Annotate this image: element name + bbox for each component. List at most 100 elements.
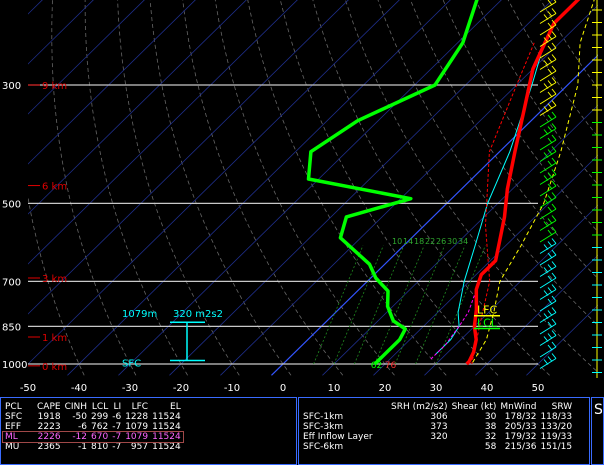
height-label: 6 km [42, 182, 67, 193]
table-cell: 178/32 [504, 412, 537, 422]
mixing-ratio-label: 14 [403, 237, 413, 246]
dry-adiabat [28, 195, 85, 376]
table-cell: ML [5, 432, 18, 442]
dewpoint-trace [306, 0, 479, 366]
wind-barb [539, 353, 557, 369]
table-cell: 320 [430, 432, 448, 442]
table-cell: 2226 [37, 432, 61, 442]
table-row-selected[interactable]: ML 2226 -12 670 -7 1079 11524 [2, 431, 184, 443]
table-cell: 30 [484, 412, 497, 422]
dry-adiabat [377, 0, 598, 326]
table-cell: -12 [72, 432, 88, 442]
wind-barb [539, 341, 557, 358]
header-el: EL [170, 402, 181, 412]
isotherm [28, 0, 247, 215]
indices-header-row: PCL CAPE CINH LCL LI LFC EL [3, 402, 183, 412]
temperature-tick-label: -40 [71, 383, 87, 394]
table-cell: -7 [112, 422, 122, 432]
wind-barb [539, 134, 557, 151]
table-cell: 11524 [152, 412, 181, 422]
wind-barb [539, 77, 557, 93]
wind-barb [539, 203, 557, 220]
dry-adiabat [51, 0, 137, 376]
table-cell: -1 [78, 442, 88, 452]
isotherm [28, 0, 349, 315]
height-label: 3 km [42, 274, 67, 285]
temperature-tick-label: 50 [532, 383, 545, 394]
wind-barbs [539, 0, 602, 378]
dry-adiabat [214, 0, 395, 376]
table-cell: SFC-6km [303, 442, 344, 452]
dry-adiabat [475, 0, 598, 186]
kinematics-panel: SRH (m2/s2) Shear (kt) MnWind SRW SFC-1k… [298, 397, 590, 465]
table-cell: -50 [72, 412, 88, 422]
inflow-bottom-label: SFC [122, 358, 141, 369]
mixing-ratio-line [333, 245, 384, 365]
table-cell: 670 [91, 432, 109, 442]
table-cell: 1918 [37, 412, 61, 422]
mixing-ratio-line [374, 245, 425, 365]
isotherm [424, 204, 598, 376]
kinematics-table: SRH (m2/s2) Shear (kt) MnWind SRW SFC-1k… [301, 402, 574, 452]
header-pcl: PCL [5, 402, 22, 412]
virtual-temp-trace [471, 42, 535, 365]
isotherm [475, 254, 598, 376]
table-cell: 1079 [125, 422, 149, 432]
dry-adiabat [345, 0, 598, 373]
table-cell: -7 [112, 432, 122, 442]
header-srw: SRW [551, 402, 573, 412]
pressure-tick-label: 850 [2, 322, 21, 333]
temperature-tick-label: 20 [379, 383, 392, 394]
height-label: 1 km [42, 333, 67, 344]
table-cell: SFC [5, 412, 23, 422]
inflow-top-label: 1079m [122, 309, 157, 320]
table-cell: SFC-1km [303, 412, 344, 422]
wind-barb [539, 226, 557, 243]
table-row: SFC-6km 58 215/36 151/15 [301, 442, 574, 452]
wind-barb [539, 330, 557, 346]
table-cell: 373 [430, 422, 448, 432]
wind-barb [539, 54, 557, 70]
table-cell: 38 [484, 422, 497, 432]
table-cell: 11524 [152, 442, 181, 452]
wind-barb [539, 0, 557, 13]
edge-panel: S [591, 397, 604, 465]
table-cell: 215/36 [504, 442, 537, 452]
isotherm [28, 0, 400, 365]
table-row: SFC 1918 -50 299 -6 1228 11524 [3, 412, 183, 422]
dry-adiabats [28, 0, 598, 376]
isotherm [28, 0, 298, 265]
parcel-indices-panel: PCL CAPE CINH LCL LI LFC EL SFC 1918 -50… [0, 397, 297, 465]
table-row: SFC-1km 306 30 178/32 118/33 [301, 412, 574, 422]
wind-barb [539, 157, 557, 174]
lcl-label: LCL [477, 317, 498, 330]
wind-barb [539, 88, 557, 105]
table-cell: 957 [130, 442, 149, 452]
temperature-tick-label: -30 [122, 383, 138, 394]
wind-barb [539, 42, 557, 59]
temperature-tick-label: -20 [173, 383, 189, 394]
dry-adiabat [84, 0, 188, 376]
edge-label: S [594, 402, 603, 418]
pressure-tick-label: 500 [2, 199, 21, 210]
dry-adiabat [247, 0, 447, 376]
table-cell: 1079 [125, 432, 149, 442]
wind-barb [539, 19, 557, 36]
isotherm [169, 0, 553, 376]
table-cell: -6 [78, 422, 88, 432]
isotherm [28, 0, 145, 115]
table-cell: SFC-3km [303, 422, 344, 432]
table-cell [389, 442, 450, 452]
temperature-tick-label: -50 [20, 383, 36, 394]
isotherm [526, 304, 598, 376]
mixing-ratio-label: 26 [436, 237, 446, 246]
table-row: SFC-3km 373 38 205/33 133/20 [301, 422, 574, 432]
wind-barb [539, 272, 557, 289]
inflow-srh-label: 320 m2s2 [173, 309, 223, 320]
table-cell: 179/32 [504, 432, 537, 442]
dry-adiabat [279, 0, 499, 376]
table-cell: 118/33 [540, 412, 573, 422]
wind-barb [539, 146, 557, 162]
table-cell: 2365 [37, 442, 61, 452]
